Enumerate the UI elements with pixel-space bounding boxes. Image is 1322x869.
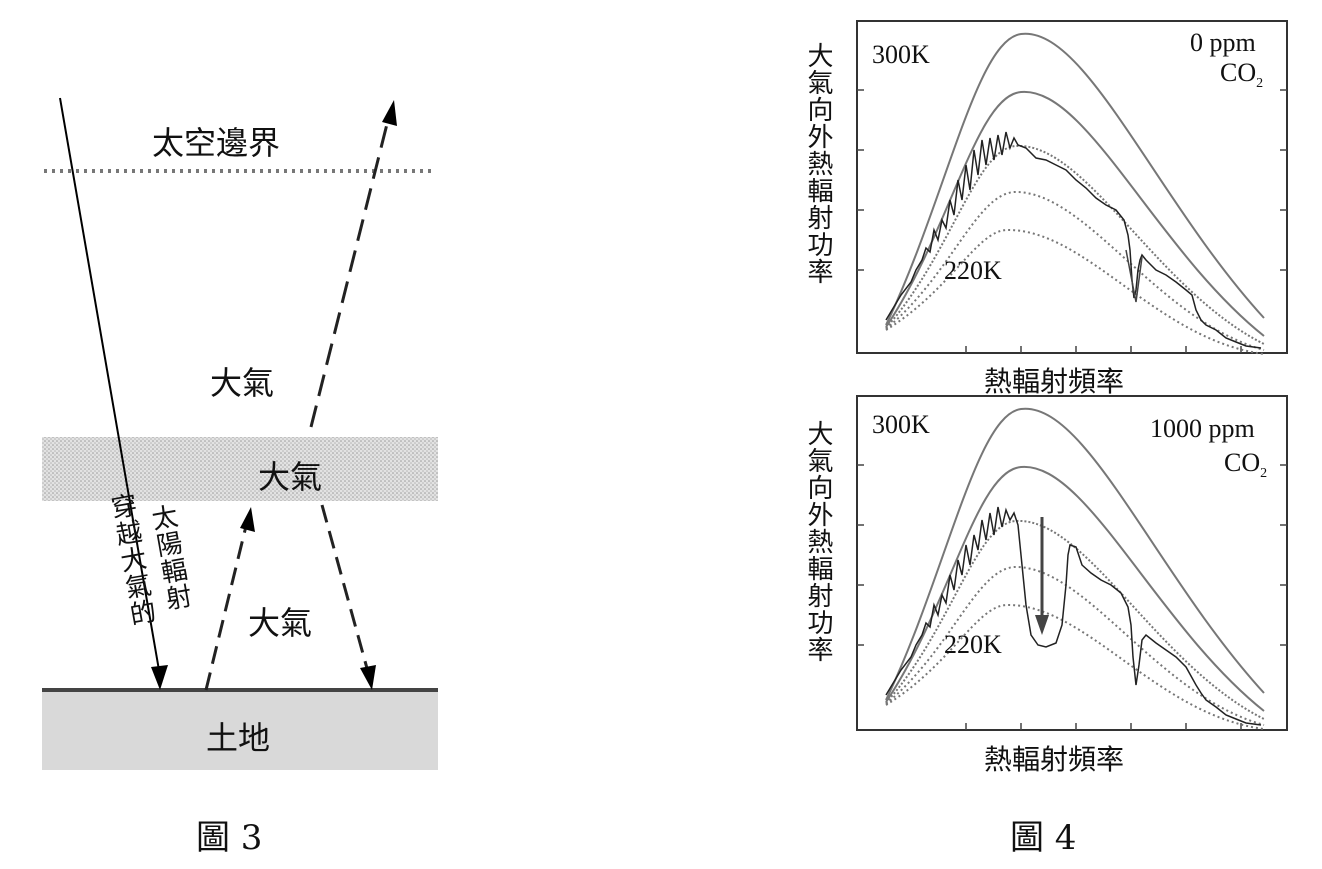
bottom-co2-arrowhead [1035,615,1049,635]
top-axis-ticks [857,89,1287,353]
bottom-spectrum [885,506,1262,726]
top-spectrum [885,131,1262,349]
top-curve-220k [885,228,1265,355]
top-curve-280k [885,90,1265,337]
atmosphere-label-upper: 大氣 [210,364,275,402]
fig3-caption: 圖 3 [196,818,263,858]
fig4-bottom-label-220k: 220K [944,630,1002,659]
fig4-top-label-300k: 300K [872,40,930,69]
fig4-bottom-plot [856,395,1288,731]
atmosphere-label-lower: 大氣 [248,604,313,642]
bottom-axis-ticks [857,464,1287,730]
fig4-top-co2-label: CO2 [1220,58,1263,92]
fig4-top-label-220k: 220K [944,256,1002,285]
ground-block [42,690,438,770]
fig4-top-xlabel: 熱輻射頻率 [984,365,1125,398]
ground-emission-arrow [204,521,249,691]
atmosphere-label-band: 大氣 [258,458,323,496]
space-boundary-label: 太空邊界 [152,124,281,162]
ground-label: 土地 [206,719,271,757]
fig4-caption: 圖 4 [1010,818,1077,858]
bottom-curve-220k [885,603,1265,730]
top-curve-240k [885,190,1265,351]
fig4-bottom-xlabel: 熱輻射頻率 [984,743,1125,776]
outgoing-radiation-arrow [309,119,390,428]
outgoing-radiation-arrowhead [382,100,397,126]
atmosphere-band [42,437,438,501]
fig4-bottom-co2-formula: CO [1224,448,1261,477]
bottom-curve-260k [885,519,1265,720]
solar-arrowhead [151,665,168,690]
fig3-diagram [42,97,438,770]
bottom-curve-280k [885,465,1265,712]
fig4-bottom-label-300k: 300K [872,410,930,439]
back-radiation-arrow [320,504,370,673]
fig4-top-co2-formula: CO [1220,58,1257,87]
bottom-curve-240k [885,565,1265,726]
fig4-top-co2-sub: 2 [1256,76,1264,92]
top-co2-notch [1125,249,1143,303]
fig4-top-ylabel: 大氣向外熱輻射功率 [803,42,833,285]
fig4-bottom-co2-label: CO2 [1224,448,1267,482]
bottom-curve-300k [885,407,1265,701]
fig4-top-co2-ppm: 0 ppm [1190,28,1256,57]
fig4-bottom-ylabel: 大氣向外熱輻射功率 [803,420,833,663]
back-radiation-arrowhead [360,665,376,690]
fig4-bottom-co2-sub: 2 [1260,466,1268,482]
ground-emission-arrowhead [240,507,255,532]
fig4-bottom-co2-ppm: 1000 ppm [1150,414,1255,443]
fig4-top-plot [856,20,1288,355]
top-curve-300k [885,32,1265,326]
solar-radiation-arrow [59,97,161,677]
